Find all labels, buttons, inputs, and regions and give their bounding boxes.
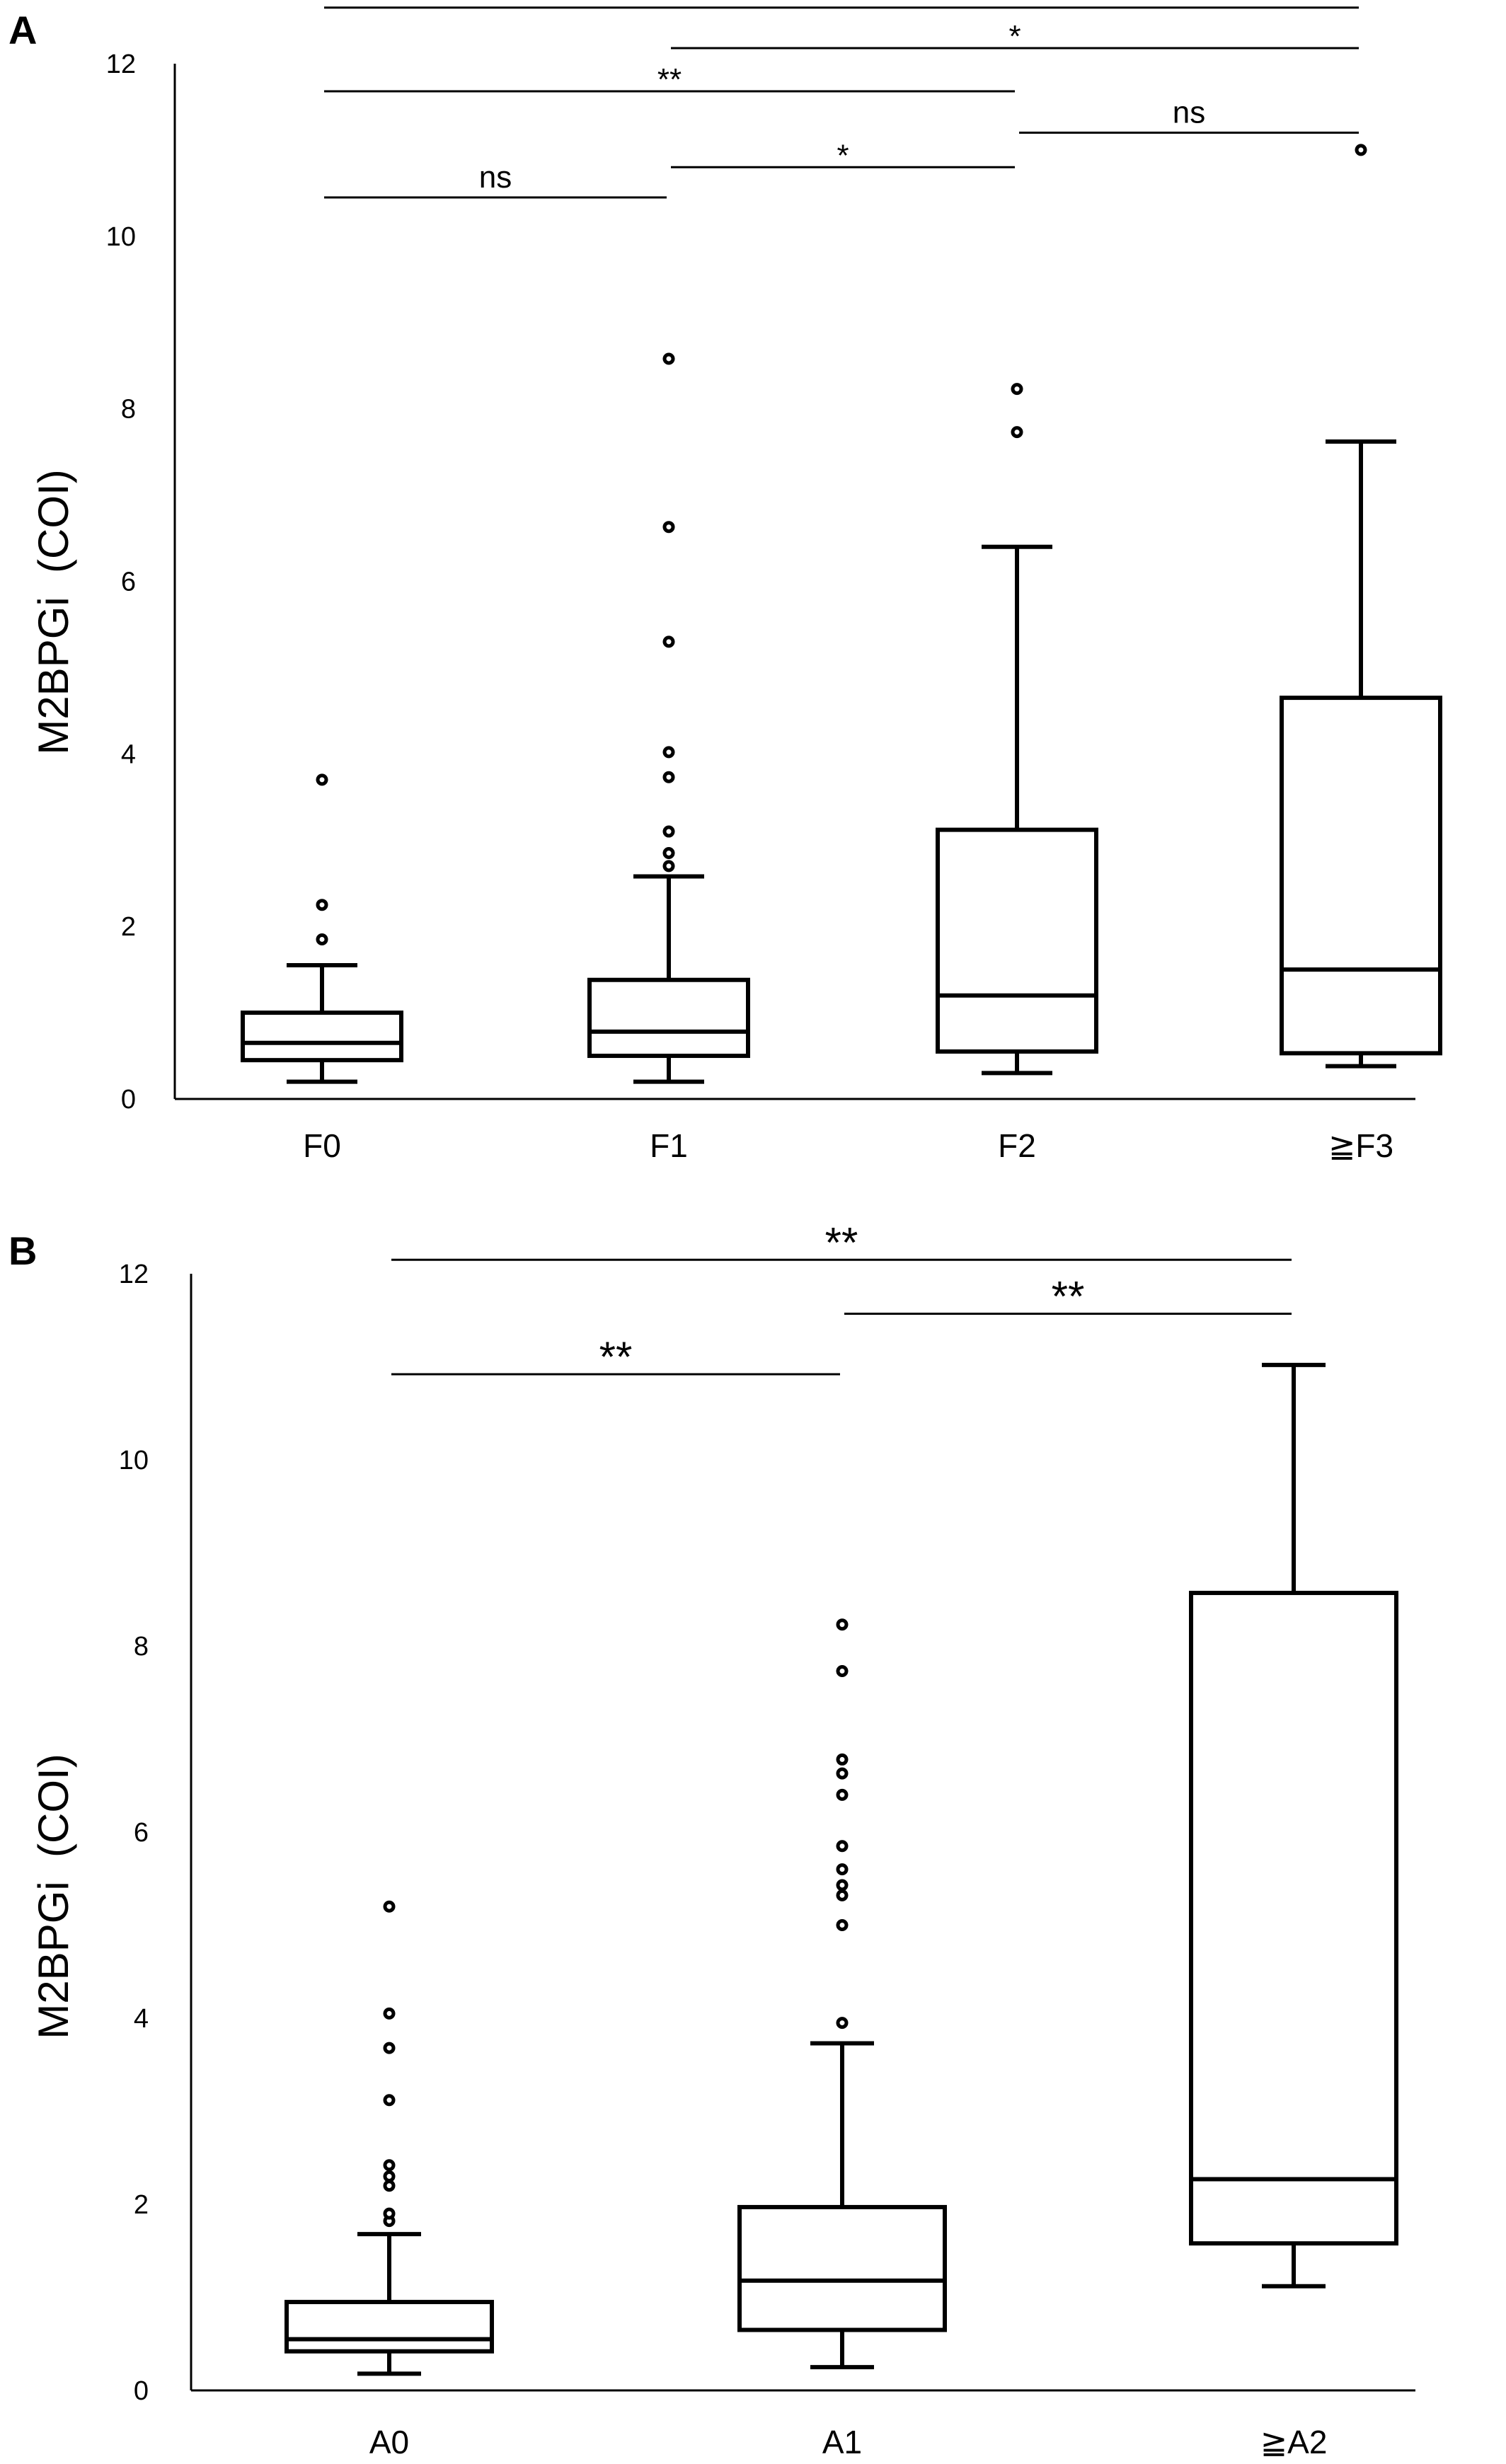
- panel-a-significance-label: **: [657, 62, 682, 97]
- panel-a-outlier-point: [662, 847, 675, 860]
- panel-a-significance-brackets: ****ns*ns: [324, 0, 1359, 199]
- panel-a-letter: A: [8, 8, 37, 52]
- panel-a-category-labels: F0 F1 F2 ≧F3: [303, 1127, 1393, 1164]
- panel-a-significance-label: *: [1008, 19, 1021, 54]
- panel-b-outlier-point: [836, 1788, 849, 1801]
- panel-a-y-tick-label: 10: [106, 222, 136, 252]
- panel-a-category-label: F2: [998, 1127, 1036, 1164]
- panel-b-outlier-point: [383, 2170, 396, 2183]
- panel-a-significance-label: *: [837, 138, 849, 173]
- panel-b-y-ticks: 0 2 4 6 8 10 12: [119, 1260, 149, 2406]
- panel-b-outlier-point: [836, 1840, 849, 1853]
- panel-b-outlier-point: [836, 1863, 849, 1876]
- panel-b-category-labels: A0 A1 ≧A2: [369, 2424, 1328, 2460]
- panel-a-box: [587, 977, 750, 1059]
- panel-a-outlier-point: [1355, 144, 1367, 156]
- panel-a-category-label: F1: [650, 1127, 688, 1164]
- panel-b-outlier-point: [383, 2094, 396, 2107]
- panel-a-y-tick-label: 2: [121, 912, 136, 942]
- panel-a-outlier-point: [1011, 426, 1023, 439]
- panel-b-outlier-point: [383, 2159, 396, 2172]
- panel-b-outlier-point: [383, 2042, 396, 2054]
- panel-b-chart: B M2BPGi (COI) 0 2 4 6 8 10 12 ** ** ** A0 A1 ≧A2: [8, 1219, 1415, 2460]
- panel-a-outlier-point: [662, 635, 675, 648]
- panel-a-category-label: ≧F3: [1328, 1127, 1393, 1164]
- panel-b-box: [1189, 1591, 1398, 2246]
- panel-b-y-tick-label: 10: [119, 1446, 149, 1475]
- panel-b-outlier-point: [836, 1665, 849, 1678]
- panel-a-boxes: [241, 144, 1442, 1084]
- panel-a-outlier-point: [316, 773, 328, 786]
- panel-a-box: [241, 1011, 403, 1063]
- panel-b-category-label: A1: [822, 2424, 862, 2460]
- panel-a-box: [936, 827, 1098, 1054]
- panel-a-outlier-point: [662, 825, 675, 838]
- panel-b-outlier-point: [836, 1919, 849, 1931]
- panel-b-outlier-point: [383, 2007, 396, 2020]
- panel-a-y-tick-label: 4: [121, 739, 136, 769]
- panel-b-letter: B: [8, 1228, 37, 1273]
- panel-b-y-tick-label: 8: [134, 1632, 149, 1662]
- panel-b-outlier-point: [836, 1879, 849, 1892]
- panel-a-outlier-point: [1011, 383, 1023, 396]
- panel-b-outlier-point: [383, 2180, 396, 2192]
- panel-a-y-tick-label: 6: [121, 568, 136, 597]
- panel-b-boxes: [284, 1362, 1398, 2376]
- panel-b-box: [737, 2204, 947, 2332]
- panel-b-outlier-point: [383, 2207, 396, 2220]
- panel-b-y-tick-label: 12: [119, 1260, 149, 1289]
- panel-b-box: [284, 2300, 494, 2354]
- panel-a-y-tick-label: 8: [121, 395, 136, 425]
- panel-b-category-label: ≧A2: [1260, 2424, 1328, 2460]
- panel-a-y-tick-label: 12: [106, 50, 136, 79]
- panel-a-significance-label: *: [835, 0, 847, 13]
- panel-b-category-label: A0: [369, 2424, 409, 2460]
- panel-a-y-tick-label: 0: [121, 1085, 136, 1115]
- panel-a-significance-label: ns: [479, 160, 512, 195]
- panel-a-y-axis-label: M2BPGi (COI): [30, 469, 77, 754]
- panel-b-outlier-point: [836, 2017, 849, 2030]
- panel-a-box: [1280, 696, 1442, 1056]
- panel-b-y-tick-label: 6: [134, 1818, 149, 1848]
- panel-a-outlier-point: [662, 860, 675, 873]
- panel-b-outlier-point: [383, 1900, 396, 1913]
- panel-b-outlier-point: [836, 1753, 849, 1766]
- panel-b-y-tick-label: 0: [134, 2376, 149, 2406]
- panel-b-outlier-point: [836, 1618, 849, 1631]
- panel-b-significance-label: **: [825, 1219, 858, 1266]
- panel-a-outlier-point: [316, 933, 328, 945]
- panel-a-category-label: F0: [303, 1127, 341, 1164]
- panel-a-y-ticks: 0 2 4 6 8 10 12: [106, 50, 136, 1115]
- panel-b-significance-label: **: [1052, 1273, 1085, 1320]
- panel-a-outlier-point: [662, 521, 675, 534]
- panel-a-outlier-point: [662, 746, 675, 759]
- panel-b-outlier-point: [836, 1767, 849, 1780]
- panel-b-significance-label: **: [599, 1333, 633, 1381]
- panel-b-y-tick-label: 2: [134, 2190, 149, 2220]
- panel-a-outlier-point: [662, 771, 675, 783]
- panel-b-y-tick-label: 4: [134, 2004, 149, 2034]
- panel-b-significance-brackets: ** ** **: [391, 1219, 1292, 1381]
- panel-b-outlier-point: [836, 1889, 849, 1901]
- panel-b-y-axis-label: M2BPGi (COI): [30, 1754, 77, 2039]
- panel-a-outlier-point: [316, 899, 328, 911]
- panel-a-significance-label: ns: [1173, 96, 1205, 130]
- panel-a-outlier-point: [662, 352, 675, 365]
